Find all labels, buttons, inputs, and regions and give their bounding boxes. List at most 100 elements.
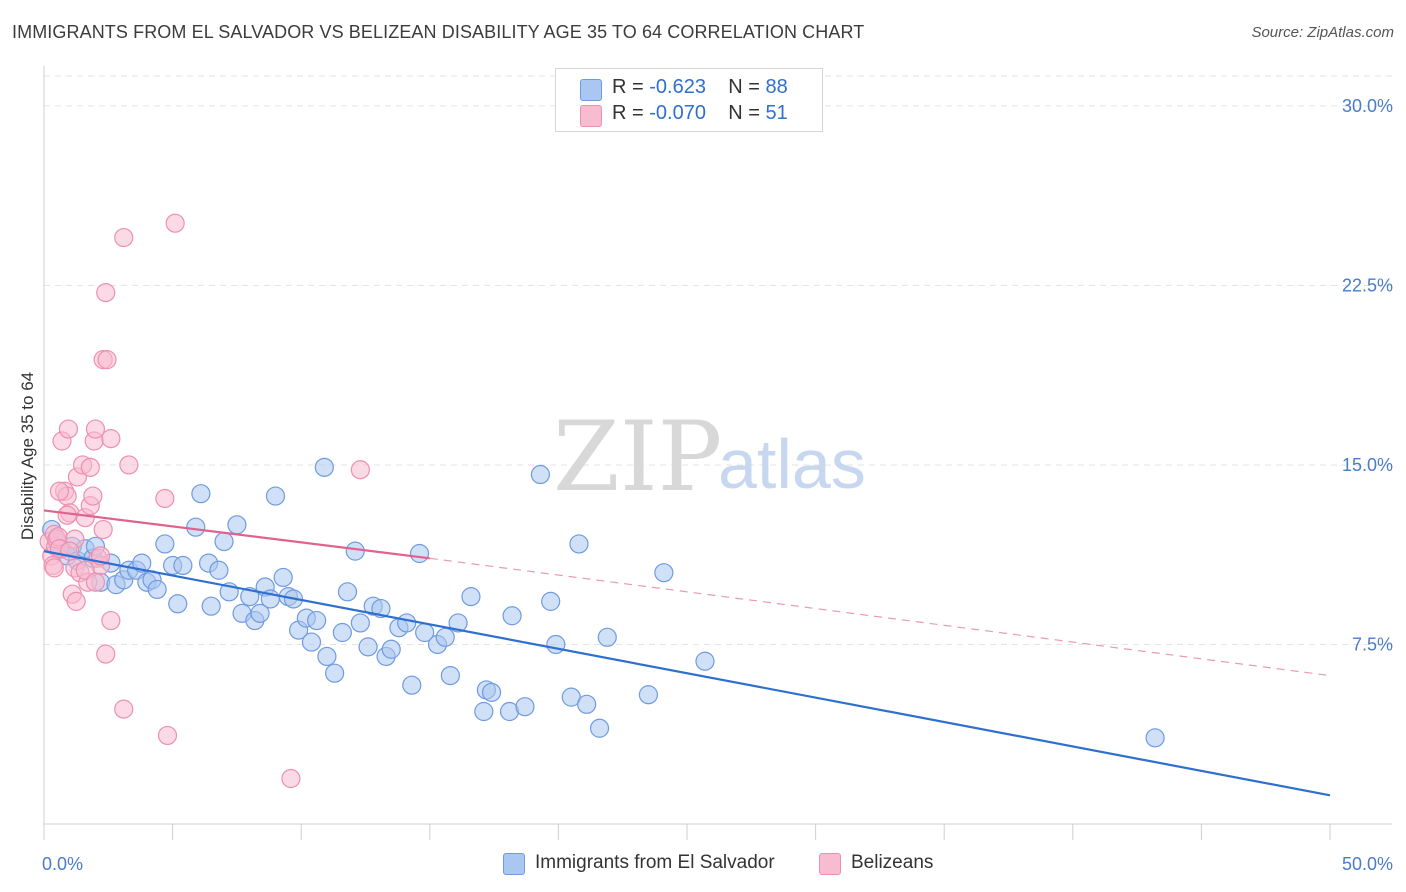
- y-tick-label-1: 15.0%: [1342, 455, 1393, 475]
- legend-r-label: R =: [612, 76, 650, 98]
- point-el-salvador-38: [273, 567, 293, 588]
- point-belizeans-36: [114, 699, 134, 719]
- point-el-salvador-65: [448, 613, 468, 633]
- trend-line-el-salvador: [43, 550, 1331, 797]
- legend-n-value: 51: [765, 102, 788, 124]
- point-belizeans-35: [114, 227, 134, 248]
- point-el-salvador-72: [515, 697, 535, 717]
- bottom-legend-swatch-el-salvador: [503, 853, 525, 875]
- trend-lines: [43, 509, 1331, 797]
- point-el-salvador-67: [474, 701, 494, 722]
- point-belizeans-42: [350, 460, 370, 480]
- point-el-salvador-75: [546, 634, 566, 655]
- point-belizeans-32: [97, 350, 117, 370]
- point-belizeans-41: [281, 768, 301, 789]
- point-el-salvador-24: [191, 484, 211, 504]
- point-el-salvador-46: [317, 646, 337, 667]
- point-belizeans-40: [165, 213, 185, 233]
- trend-line-belizeans-solid: [43, 509, 430, 560]
- source-label: Source: ZipAtlas.com: [1251, 24, 1394, 41]
- point-el-salvador-43: [301, 632, 322, 652]
- point-el-salvador-80: [597, 627, 617, 647]
- point-el-salvador-66: [461, 587, 481, 607]
- legend: R = -0.623 N = 88 R = -0.070 N = 51: [555, 68, 823, 132]
- point-belizeans-33: [101, 610, 121, 631]
- point-belizeans-38: [155, 488, 175, 509]
- point-el-salvador-51: [350, 613, 370, 633]
- point-belizeans-44: [49, 481, 70, 501]
- point-el-salvador-63: [435, 627, 455, 647]
- point-belizeans-46: [85, 572, 106, 592]
- point-el-salvador-56: [381, 639, 401, 659]
- point-el-salvador-64: [440, 665, 460, 686]
- point-belizeans-37: [119, 455, 139, 475]
- x-tick-label-0: 0.0%: [42, 854, 83, 874]
- point-el-salvador-18: [147, 579, 167, 600]
- legend-swatch-belizeans: [580, 105, 602, 127]
- x-tick-label-1: 50.0%: [1342, 854, 1393, 874]
- point-el-salvador-76: [561, 687, 581, 707]
- point-el-salvador-74: [541, 591, 561, 611]
- point-belizeans-28: [93, 519, 113, 540]
- point-belizeans-30: [96, 644, 116, 664]
- point-el-salvador-37: [265, 486, 286, 506]
- point-el-salvador-26: [201, 596, 221, 616]
- point-belizeans-23: [83, 486, 103, 506]
- point-el-salvador-84: [1145, 728, 1165, 748]
- bottom-legend-label-el-salvador: Immigrants from El Salvador: [535, 852, 775, 873]
- point-el-salvador-58: [397, 613, 417, 633]
- point-el-salvador-44: [307, 610, 327, 631]
- legend-n-label: N =: [728, 102, 766, 124]
- legend-swatch-el-salvador: [580, 79, 602, 101]
- point-el-salvador-73: [530, 464, 550, 485]
- point-el-salvador-78: [577, 694, 597, 714]
- point-belizeans-50: [57, 505, 77, 525]
- point-belizeans-39: [157, 725, 178, 746]
- legend-n-label: N =: [728, 76, 766, 98]
- point-el-salvador-50: [345, 541, 365, 561]
- point-el-salvador-83: [695, 651, 715, 671]
- trend-line-belizeans-dashed: [429, 557, 1331, 677]
- legend-r-value: -0.623: [649, 76, 706, 98]
- y-tick-labels: 7.5% 15.0% 22.5% 30.0%: [1342, 96, 1393, 655]
- point-el-salvador-19: [155, 534, 175, 554]
- point-el-salvador-59: [402, 675, 422, 695]
- y-tick-label-3: 30.0%: [1342, 96, 1393, 116]
- y-tick-label-0: 7.5%: [1352, 634, 1393, 654]
- point-el-salvador-60: [409, 543, 430, 564]
- point-belizeans-11: [58, 419, 79, 439]
- point-el-salvador-34: [250, 603, 270, 623]
- point-el-salvador-71: [502, 606, 522, 626]
- legend-r-label: R =: [612, 102, 650, 124]
- point-el-salvador-30: [227, 515, 247, 535]
- point-el-salvador-54: [371, 598, 391, 619]
- point-el-salvador-45: [314, 457, 334, 477]
- point-el-salvador-49: [337, 582, 358, 602]
- chart-title: IMMIGRANTS FROM EL SALVADOR VS BELIZEAN …: [12, 22, 865, 42]
- point-el-salvador-69: [481, 682, 502, 702]
- y-axis-label: Disability Age 35 to 64: [18, 372, 37, 540]
- point-belizeans-22: [80, 457, 100, 477]
- point-el-salvador-81: [638, 685, 659, 705]
- watermark-zip: ZIP: [553, 401, 722, 513]
- point-el-salvador-28: [214, 531, 234, 552]
- point-el-salvador-48: [332, 622, 352, 643]
- point-belizeans-47: [44, 558, 64, 578]
- point-el-salvador-47: [325, 663, 345, 683]
- point-el-salvador-77: [569, 534, 589, 554]
- point-el-salvador-79: [589, 718, 610, 738]
- gridlines: [44, 75, 1392, 645]
- point-belizeans-15: [66, 591, 86, 611]
- point-el-salvador-23: [186, 517, 206, 537]
- x-tick-labels: 0.0% 50.0%: [42, 854, 1393, 874]
- legend-n-value: 88: [765, 76, 788, 98]
- point-el-salvador-15: [132, 553, 152, 573]
- point-el-salvador-52: [358, 637, 378, 657]
- point-el-salvador-21: [168, 594, 188, 614]
- point-el-salvador-22: [173, 555, 193, 576]
- point-belizeans-25: [85, 419, 106, 439]
- watermark-atlas: atlas: [718, 425, 866, 503]
- point-belizeans-29: [96, 283, 116, 303]
- axes: [43, 66, 1392, 840]
